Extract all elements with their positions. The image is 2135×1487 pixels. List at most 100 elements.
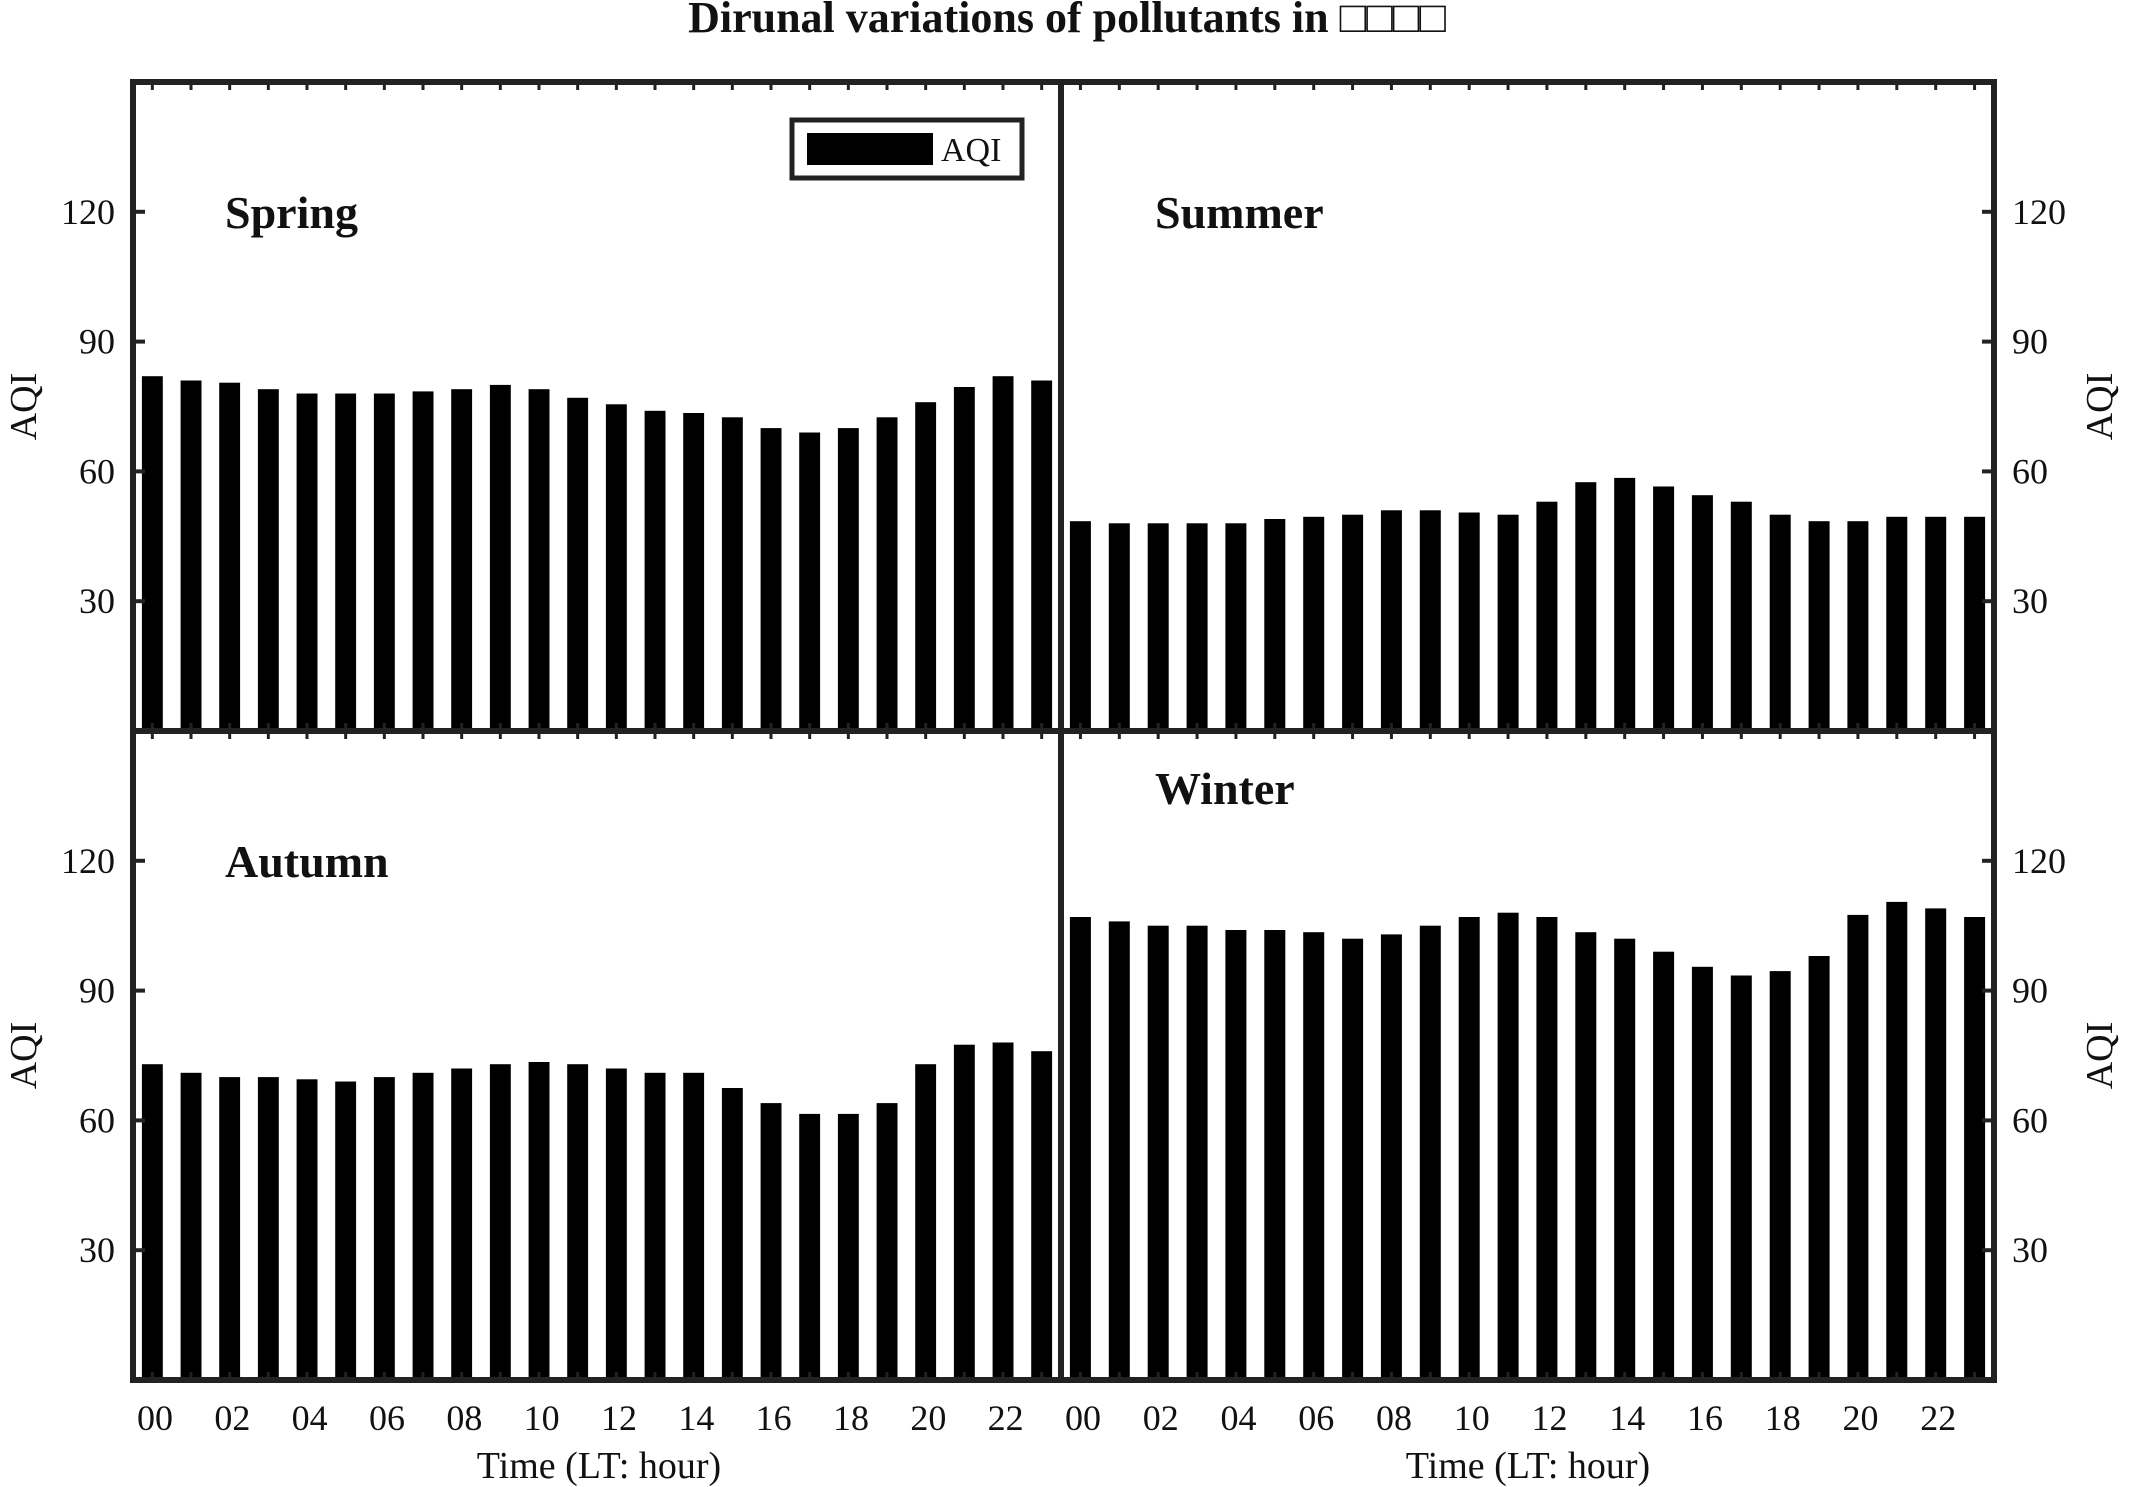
- bar-winter-20: [1847, 914, 1869, 1380]
- bar-winter-05: [1264, 930, 1286, 1380]
- bar-autumn-14: [683, 1072, 705, 1380]
- season-label-summer: Summer: [1155, 187, 1324, 238]
- y-tick-label-autumn-30: 30: [79, 1230, 115, 1270]
- bar-summer-13: [1575, 482, 1597, 731]
- bar-spring-17: [799, 432, 821, 731]
- bar-spring-16: [760, 428, 782, 731]
- bar-summer-05: [1264, 519, 1286, 731]
- y-tick-label-summer-120: 120: [2012, 192, 2066, 232]
- bar-winter-13: [1575, 932, 1597, 1380]
- x-tick-label-autumn-12: 12: [601, 1398, 637, 1438]
- bar-autumn-21: [953, 1044, 975, 1380]
- bar-autumn-01: [180, 1072, 202, 1380]
- bar-summer-01: [1108, 523, 1130, 731]
- bar-autumn-05: [335, 1081, 357, 1380]
- x-tick-label-winter-02: 02: [1143, 1398, 1179, 1438]
- bar-autumn-02: [219, 1077, 241, 1380]
- bar-winter-03: [1186, 925, 1208, 1380]
- bar-autumn-20: [915, 1064, 937, 1380]
- panel-winter: 30 60 90 120 00 02 04 06 08 10 12 14 16 18 20 22 AQI Wint…: [1058, 728, 2121, 1438]
- x-tick-label-autumn-22: 22: [988, 1398, 1024, 1438]
- bar-autumn-12: [605, 1068, 627, 1380]
- bar-autumn-07: [412, 1072, 434, 1380]
- bar-winter-08: [1380, 934, 1402, 1380]
- y-tick-label-spring-120: 120: [61, 192, 115, 232]
- bar-autumn-00: [141, 1064, 163, 1380]
- x-tick-label-autumn-18: 18: [833, 1398, 869, 1438]
- bar-summer-16: [1691, 495, 1713, 731]
- y-axis-label-winter: AQI: [2079, 1022, 2121, 1090]
- bar-summer-08: [1380, 510, 1402, 731]
- bar-winter-01: [1108, 921, 1130, 1380]
- bar-winter-15: [1653, 951, 1675, 1380]
- bar-winter-17: [1730, 975, 1752, 1380]
- x-tick-label-autumn-14: 14: [678, 1398, 714, 1438]
- bar-spring-18: [837, 428, 859, 731]
- bar-summer-03: [1186, 523, 1208, 731]
- bar-spring-07: [412, 391, 434, 731]
- bar-summer-04: [1225, 523, 1247, 731]
- x-tick-label-winter-10: 10: [1454, 1398, 1490, 1438]
- season-label-winter: Winter: [1155, 763, 1295, 814]
- y-axis-label-summer: AQI: [2079, 373, 2121, 441]
- bar-autumn-15: [721, 1088, 743, 1380]
- bar-winter-14: [1614, 938, 1636, 1380]
- x-tick-label-winter-12: 12: [1532, 1398, 1568, 1438]
- bar-summer-21: [1886, 516, 1908, 731]
- x-tick-label-winter-18: 18: [1765, 1398, 1801, 1438]
- x-tick-label-autumn-08: 08: [446, 1398, 482, 1438]
- x-tick-label-autumn-02: 02: [214, 1398, 250, 1438]
- season-label-autumn: Autumn: [225, 836, 389, 887]
- bar-spring-05: [335, 393, 357, 731]
- bar-spring-06: [373, 393, 395, 731]
- y-tick-label-winter-30: 30: [2012, 1230, 2048, 1270]
- bar-autumn-18: [837, 1113, 859, 1380]
- bar-winter-02: [1147, 925, 1169, 1380]
- x-tick-label-winter-00: 00: [1065, 1398, 1101, 1438]
- x-tick-label-winter-04: 04: [1221, 1398, 1257, 1438]
- panel-autumn: 30 60 90 120 00 02 04 06 08 10 12 14 16 18 20 22 AQI Autu…: [3, 728, 1064, 1438]
- bar-spring-08: [451, 389, 473, 731]
- bar-summer-15: [1653, 486, 1675, 731]
- bar-winter-16: [1691, 966, 1713, 1380]
- legend: AQI: [789, 117, 1025, 181]
- bar-spring-11: [567, 397, 589, 731]
- y-tick-label-autumn-120: 120: [61, 841, 115, 881]
- bar-spring-04: [296, 393, 318, 731]
- bar-winter-00: [1069, 917, 1091, 1380]
- x-tick-label-autumn-20: 20: [910, 1398, 946, 1438]
- bar-autumn-23: [1031, 1051, 1053, 1380]
- y-tick-label-winter-90: 90: [2012, 971, 2048, 1011]
- bar-summer-07: [1342, 514, 1364, 731]
- bar-summer-17: [1730, 501, 1752, 731]
- x-tick-label-autumn-00: 00: [137, 1398, 173, 1438]
- panel-spring: 30 60 90 120 AQI Spring: [3, 79, 1064, 734]
- x-tick-label-autumn-10: 10: [524, 1398, 560, 1438]
- y-tick-label-winter-120: 120: [2012, 841, 2066, 881]
- y-tick-label-spring-90: 90: [79, 322, 115, 362]
- bar-summer-23: [1964, 516, 1986, 731]
- bar-autumn-10: [528, 1062, 550, 1380]
- y-tick-label-autumn-90: 90: [79, 971, 115, 1011]
- bar-spring-02: [219, 382, 241, 731]
- bar-winter-06: [1303, 932, 1325, 1380]
- bar-spring-20: [915, 402, 937, 731]
- bar-winter-11: [1497, 912, 1519, 1380]
- bar-autumn-11: [567, 1064, 589, 1380]
- x-tick-label-winter-20: 20: [1843, 1398, 1879, 1438]
- season-label-spring: Spring: [225, 187, 358, 238]
- x-tick-label-autumn-16: 16: [756, 1398, 792, 1438]
- x-axis-label-right: Time (LT: hour): [1406, 1445, 1650, 1487]
- bar-autumn-08: [451, 1068, 473, 1380]
- y-axis-label-spring: AQI: [3, 373, 45, 441]
- y-tick-label-summer-30: 30: [2012, 581, 2048, 621]
- panel-frame-winter: [1058, 728, 1997, 1383]
- bar-autumn-17: [799, 1113, 821, 1380]
- bar-summer-11: [1497, 514, 1519, 731]
- y-tick-label-summer-60: 60: [2012, 451, 2048, 491]
- bar-autumn-16: [760, 1103, 782, 1380]
- bar-spring-15: [721, 417, 743, 731]
- bar-summer-19: [1808, 521, 1830, 731]
- bar-spring-21: [953, 387, 975, 731]
